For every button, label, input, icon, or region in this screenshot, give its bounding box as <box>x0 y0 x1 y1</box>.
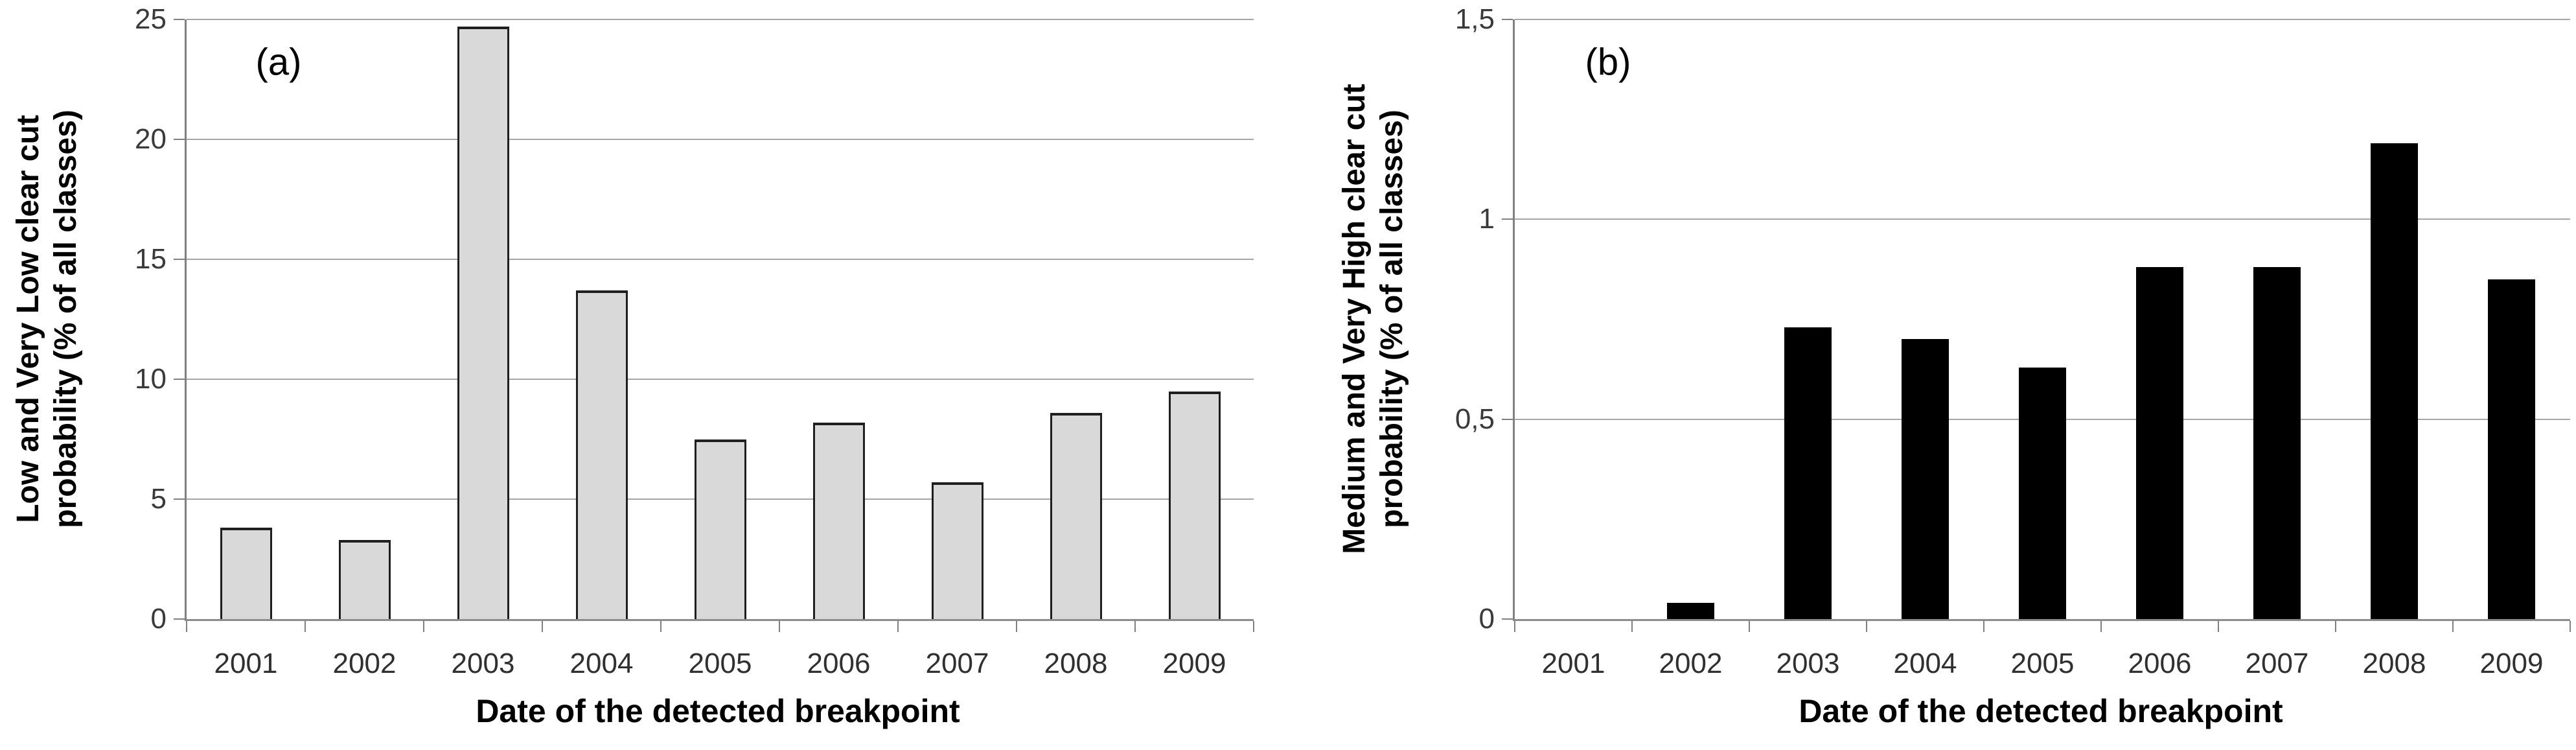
y-tick-label: 0 <box>1478 603 1495 635</box>
x-tick-label-2007: 2007 <box>925 648 989 679</box>
x-tick-mark <box>1983 621 1984 632</box>
x-tick-mark <box>779 621 780 632</box>
gridline-y20 <box>187 139 1254 140</box>
bar-2002 <box>1667 603 1714 619</box>
y-tick-mark <box>1502 218 1513 220</box>
bar-2002 <box>338 539 391 619</box>
x-tick-mark <box>1134 621 1136 632</box>
x-tick-mark <box>423 621 424 632</box>
y-tick-label: 0 <box>150 603 167 635</box>
panel-label-a: (a) <box>255 41 302 84</box>
bar-2003 <box>457 27 509 619</box>
y-tick-label: 25 <box>135 3 167 35</box>
x-tick-mark <box>2452 621 2454 632</box>
bar-2009 <box>2488 279 2535 619</box>
plot-area-a: 0 5 10 15 20 25 2001 2002 2003 2004 2005 2006 2007 20… <box>135 3 1254 679</box>
x-tick-label-2005: 2005 <box>688 648 752 679</box>
x-tick-mark <box>186 621 187 632</box>
bar-2007 <box>2253 267 2301 619</box>
bar-2006 <box>812 422 865 619</box>
y-axis-title-b-line1: Medium and Very High clear cut <box>1337 84 1372 554</box>
bar-2001 <box>220 528 272 619</box>
gridline-y15 <box>187 259 1254 260</box>
y-axis-title-b: Medium and Very High clear cut probabili… <box>1336 84 1411 554</box>
y-tick-label: 0,5 <box>1455 403 1495 435</box>
x-tick-label-2001: 2001 <box>214 648 278 679</box>
y-tick-label: 20 <box>135 123 167 155</box>
gridline-y10 <box>187 379 1254 380</box>
x-tick-label-2008: 2008 <box>1044 648 1108 679</box>
y-axis-title-a-line2: probability (% of all classes) <box>49 110 83 528</box>
x-tick-mark <box>2335 621 2336 632</box>
x-tick-label-2008: 2008 <box>2362 648 2426 679</box>
x-tick-mark <box>1253 621 1254 632</box>
x-tick-label-2006: 2006 <box>2128 648 2192 679</box>
bar-2003 <box>1784 327 1832 619</box>
y-tick-label: 5 <box>150 483 167 515</box>
bar-2006 <box>2136 267 2183 619</box>
panel-label-b: (b) <box>1585 41 1631 84</box>
y-tick-mark <box>174 259 185 260</box>
x-tick-mark <box>1514 621 1515 632</box>
y-tick-mark <box>174 379 185 380</box>
gridline-y25 <box>187 19 1254 20</box>
bar-2008 <box>1050 412 1102 619</box>
x-tick-label-2002: 2002 <box>1659 648 1723 679</box>
x-tick-label-2009: 2009 <box>2479 648 2544 679</box>
x-axis-title-b: Date of the detected breakpoint <box>1799 693 2283 729</box>
y-tick-label: 1 <box>1478 203 1495 235</box>
x-tick-mark <box>305 621 306 632</box>
x-tick-mark <box>1016 621 1017 632</box>
x-tick-label-2001: 2001 <box>1541 648 1605 679</box>
x-axis-title-a: Date of the detected breakpoint <box>476 693 960 729</box>
x-tick-label-2005: 2005 <box>2010 648 2075 679</box>
plot-area-b: 0 0,5 1 1,5 2001 2002 2003 2004 2005 2006 2007 2008… <box>1455 3 2571 679</box>
x-tick-label-2009: 2009 <box>1162 648 1226 679</box>
x-tick-mark <box>1631 621 1633 632</box>
bar-2005 <box>2019 367 2066 619</box>
x-tick-mark <box>2100 621 2102 632</box>
x-tick-mark <box>1866 621 1867 632</box>
y-axis-title-a-line1: Low and Very Low clear cut <box>11 115 45 523</box>
y-tick-label: 10 <box>135 363 167 395</box>
bar-2005 <box>694 439 746 619</box>
bar-2004 <box>1902 339 1949 619</box>
gridline-y1,5 <box>1515 19 2570 20</box>
x-tick-mark <box>897 621 899 632</box>
y-tick-label: 1,5 <box>1455 3 1495 35</box>
y-tick-label: 15 <box>135 243 167 275</box>
x-tick-label-2002: 2002 <box>332 648 397 679</box>
x-tick-mark <box>1749 621 1750 632</box>
y-tick-mark <box>174 498 185 500</box>
gridline-y1 <box>1515 218 2570 220</box>
bar-2004 <box>575 290 628 619</box>
y-axis-title-b-line2: probability (% of all classes) <box>1375 110 1409 528</box>
x-tick-label-2006: 2006 <box>807 648 871 679</box>
bar-2007 <box>931 482 983 619</box>
x-tick-mark <box>542 621 543 632</box>
y-axis-title-a: Low and Very Low clear cut probability (… <box>10 110 85 528</box>
bar-2008 <box>2371 143 2418 619</box>
x-tick-mark <box>2570 621 2571 632</box>
y-tick-mark <box>1502 19 1513 20</box>
y-tick-mark <box>174 19 185 20</box>
y-tick-mark <box>174 139 185 140</box>
x-tick-mark <box>2218 621 2219 632</box>
x-tick-mark <box>660 621 661 632</box>
x-tick-label-2004: 2004 <box>1893 648 1957 679</box>
y-tick-mark <box>1502 418 1513 420</box>
x-tick-label-2004: 2004 <box>569 648 634 679</box>
x-tick-label-2003: 2003 <box>451 648 515 679</box>
y-tick-mark <box>1502 618 1513 620</box>
y-tick-mark <box>174 618 185 620</box>
x-tick-label-2003: 2003 <box>1776 648 1840 679</box>
bar-2009 <box>1168 391 1221 619</box>
x-tick-label-2007: 2007 <box>2245 648 2309 679</box>
